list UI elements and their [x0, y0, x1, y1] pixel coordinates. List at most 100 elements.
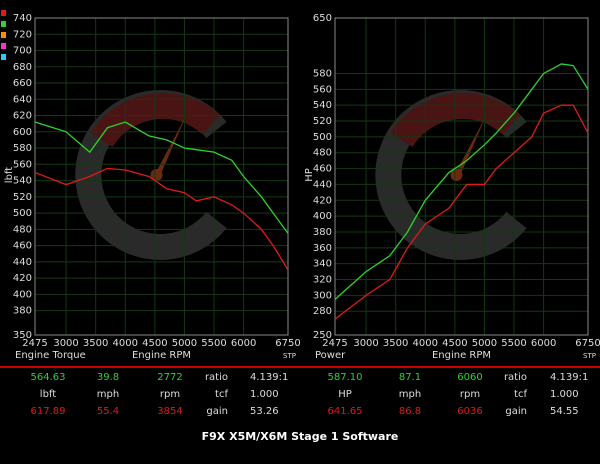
readout-cell: ratio: [205, 372, 228, 383]
readout-cell: mph: [399, 389, 421, 400]
x-tick-label: 4000: [413, 338, 438, 349]
readout-cell: 4.139:1: [550, 372, 588, 383]
plot-frame: [34, 17, 289, 336]
swatch: [1, 21, 6, 27]
y-tick-label: 650: [313, 13, 332, 24]
y-tick-label: 560: [13, 159, 32, 170]
y-tick-label: 420: [313, 195, 332, 206]
y-tick-label: 400: [313, 211, 332, 222]
y-tick-label: 600: [13, 127, 32, 138]
y-tick-label: 280: [313, 306, 332, 317]
x-tick-label: 6000: [231, 338, 256, 349]
y-tick-label: 520: [313, 116, 332, 127]
x-tick-label: 6750: [575, 338, 600, 349]
logo-needle: [454, 115, 487, 177]
y-tick-label: 250: [313, 330, 332, 341]
y-tick-label: 500: [313, 132, 332, 143]
y-tick-label: 340: [313, 259, 332, 270]
y-tick-label: 440: [13, 257, 32, 268]
y-tick-label: 740: [13, 13, 32, 24]
y-tick-label: 480: [13, 224, 32, 235]
chart-title: Power: [315, 350, 346, 361]
y-tick-label: 360: [313, 243, 332, 254]
footer-title: F9X X5M/X6M Stage 1 Software: [202, 430, 399, 443]
y-tick-label: 580: [313, 68, 332, 79]
readout-cell: gain: [206, 406, 228, 417]
y-tick-label: 400: [13, 289, 32, 300]
readout-cell: rpm: [160, 389, 180, 400]
y-tick-label: 500: [13, 208, 32, 219]
corner-note: STP: [583, 352, 596, 360]
readout-cell: 564.63: [31, 372, 66, 383]
y-tick-label: 560: [313, 84, 332, 95]
y-tick-label: 480: [313, 148, 332, 159]
readout-cell: 54.55: [550, 406, 579, 417]
x-tick-label: 5000: [472, 338, 497, 349]
x-tick-label: 3000: [53, 338, 78, 349]
y-tick-label: 300: [313, 290, 332, 301]
x-tick-label: 3500: [83, 338, 108, 349]
swatch: [1, 43, 6, 49]
y-tick-label: 660: [13, 78, 32, 89]
readout-cell: mph: [97, 389, 119, 400]
y-tick-label: 620: [13, 111, 32, 122]
swatch: [1, 32, 6, 38]
y-tick-label: 520: [13, 192, 32, 203]
x-tick-label: 5500: [201, 338, 226, 349]
y-tick-label: 460: [313, 164, 332, 175]
y-tick-label: 320: [313, 275, 332, 286]
readout-cell: 641.65: [328, 406, 363, 417]
x-tick-label: 3000: [353, 338, 378, 349]
x-tick-label: 6000: [531, 338, 556, 349]
readout-cell: 1.000: [250, 389, 279, 400]
x-tick-label: 5500: [501, 338, 526, 349]
logo-needle: [154, 115, 187, 177]
readout-cell: 55.4: [97, 406, 119, 417]
x-tick-label: 4000: [113, 338, 138, 349]
x-axis-label: Engine RPM: [132, 350, 191, 361]
x-tick-label: 3500: [383, 338, 408, 349]
line-series: [34, 121, 289, 234]
x-axis-label: Engine RPM: [432, 350, 491, 361]
readout-cell: 617.89: [31, 406, 66, 417]
readout-cell: 3854: [157, 406, 182, 417]
plot-frame: [334, 17, 589, 336]
y-tick-label: 380: [13, 306, 32, 317]
readout-cell: gain: [505, 406, 527, 417]
legend-swatches: [1, 10, 6, 60]
y-tick-label: 540: [13, 176, 32, 187]
readout-cell: 6060: [457, 372, 482, 383]
y-tick-label: 350: [13, 330, 32, 341]
swatch: [1, 54, 6, 60]
x-tick-label: 4500: [142, 338, 167, 349]
line-series: [334, 104, 589, 320]
watermarks: [75, 90, 527, 260]
readout-cell: rpm: [460, 389, 480, 400]
readout-cell: 53.26: [250, 406, 279, 417]
y-tick-label: 440: [313, 179, 332, 190]
y-tick-label: 420: [13, 273, 32, 284]
readout-cell: 1.000: [550, 389, 579, 400]
readout-cell: 86.8: [399, 406, 421, 417]
y-tick-label: 460: [13, 241, 32, 252]
line-series: [334, 63, 589, 300]
y-tick-label: 640: [13, 94, 32, 105]
readout-cell: tcf: [514, 389, 527, 400]
y-tick-label: 380: [313, 227, 332, 238]
readout-cell: 587.10: [328, 372, 363, 383]
readout-cell: 39.8: [97, 372, 119, 383]
x-tick-label: 4500: [442, 338, 467, 349]
y-tick-label: 540: [313, 100, 332, 111]
x-tick-label: 5000: [172, 338, 197, 349]
readout-cell: 6036: [457, 406, 482, 417]
readout-cell: 2772: [157, 372, 182, 383]
readout-cell: tcf: [215, 389, 228, 400]
chart-title: Engine Torque: [15, 350, 86, 361]
readout-cell: 4.139:1: [250, 372, 288, 383]
x-tick-label: 2475: [22, 338, 47, 349]
corner-note: STP: [283, 352, 296, 360]
y-tick-label: 580: [13, 143, 32, 154]
y-tick-label: 700: [13, 46, 32, 57]
y-tick-label: 680: [13, 62, 32, 73]
